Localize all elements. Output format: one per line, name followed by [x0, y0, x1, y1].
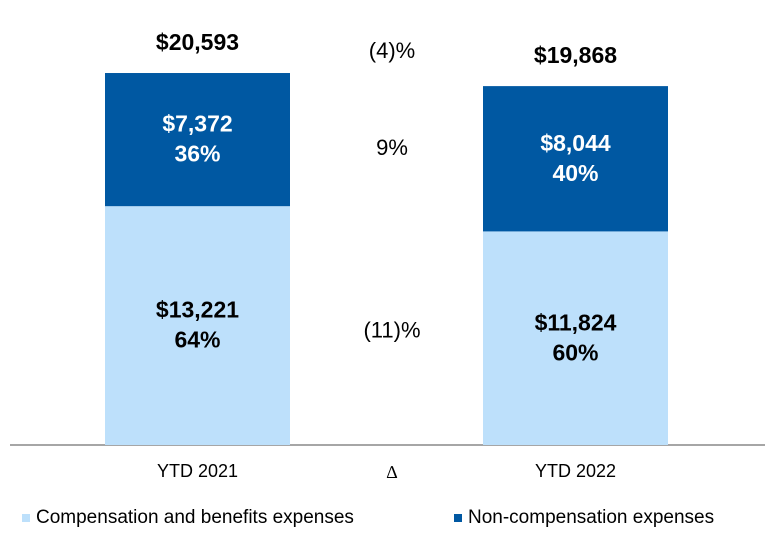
share-label: 60%: [552, 339, 598, 365]
share-label: 36%: [174, 141, 220, 167]
value-label: $13,221: [156, 297, 239, 323]
share-label: 64%: [174, 327, 220, 353]
delta-label: 9%: [376, 135, 408, 160]
bar-segment: [483, 231, 668, 445]
legend-label: Compensation and benefits expenses: [36, 507, 354, 528]
x-tick-label: YTD 2021: [157, 461, 238, 481]
total-label: $19,868: [534, 42, 617, 68]
legend-label: Non-compensation expenses: [468, 507, 714, 528]
delta-label: (11)%: [363, 318, 420, 343]
total-label: $20,593: [156, 29, 239, 55]
legend-swatch: [454, 514, 462, 522]
bar-segment: [105, 206, 290, 445]
value-label: $8,044: [540, 130, 611, 156]
delta-label: (4)%: [369, 38, 415, 63]
value-label: $7,372: [162, 111, 232, 137]
delta-header: ∆: [386, 462, 397, 482]
share-label: 40%: [552, 160, 598, 186]
legend-swatch: [22, 514, 30, 522]
x-tick-label: YTD 2022: [535, 461, 616, 481]
value-label: $11,824: [535, 309, 617, 335]
bar-segment: [105, 73, 290, 207]
bar-segment: [483, 86, 668, 232]
